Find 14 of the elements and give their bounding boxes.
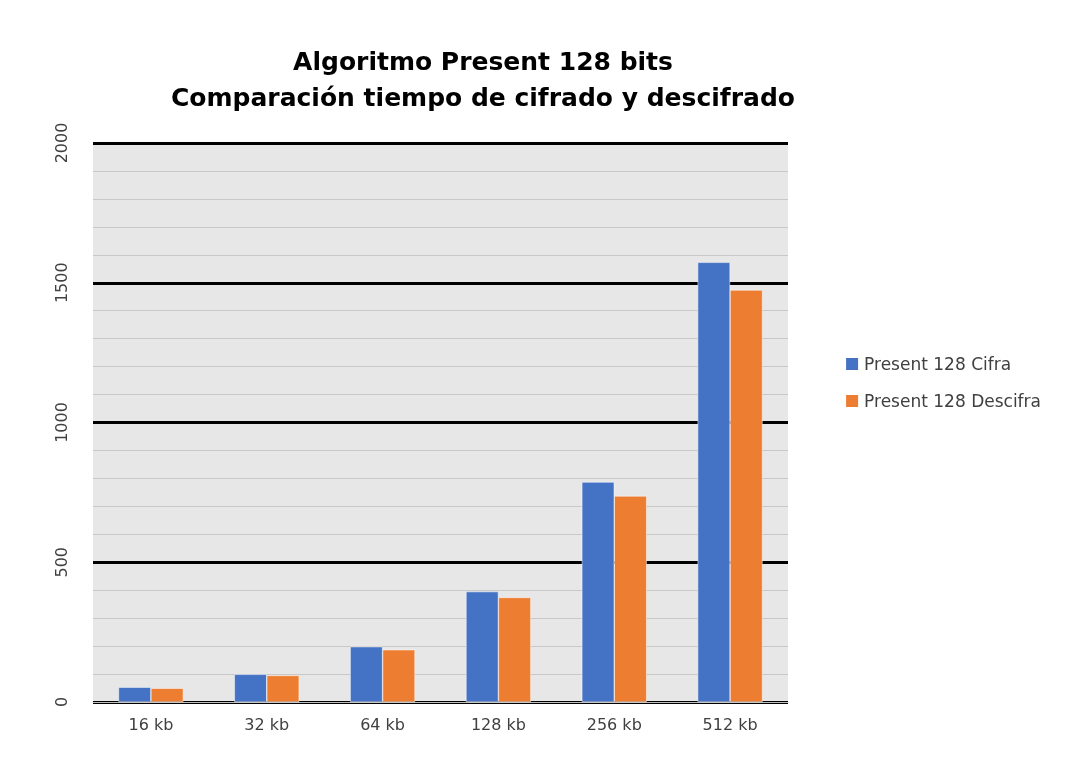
- y-tick-label: 0: [51, 696, 71, 708]
- x-tick-label: 256 kb: [586, 714, 642, 734]
- chart-title: Algoritmo Present 128 bits Comparación tiempo de cifrado y descifrado: [171, 46, 795, 112]
- y-tick-label: 500: [51, 546, 71, 578]
- x-tick-label: 16 kb: [128, 714, 174, 734]
- y-tick-label: 1500: [51, 262, 71, 304]
- x-tick-label: 32 kb: [244, 714, 290, 734]
- legend-label: Present 128 Cifra: [864, 354, 1012, 374]
- y-tick-label: 2000: [51, 122, 71, 164]
- y-tick-label: 1000: [51, 402, 71, 443]
- x-tick-label: 64 kb: [360, 714, 406, 734]
- x-tick-label: 128 kb: [470, 714, 526, 734]
- x-tick-label: 512 kb: [702, 714, 758, 734]
- legend-label: Present 128 Descifra: [864, 391, 1041, 411]
